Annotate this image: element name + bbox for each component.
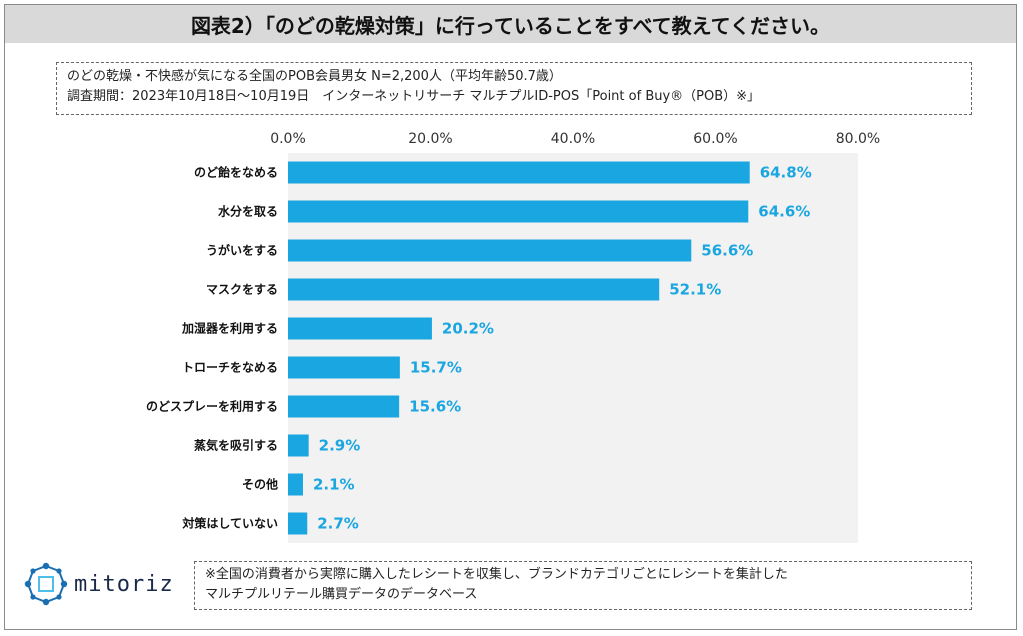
footnote-box: ※全国の消費者から実際に購入したレシートを収集し、ブランドカテゴリごとにレシート… <box>194 561 972 610</box>
data-label: 15.6% <box>409 398 461 416</box>
bar <box>288 161 750 184</box>
data-label: 64.8% <box>760 164 812 182</box>
figure-title: 図表2）「のどの乾燥対策」に行っていることをすべて教えてください。 <box>5 5 1016 43</box>
data-label: 2.9% <box>319 437 361 455</box>
footnote-line-1: ※全国の消費者から実際に購入したレシートを収集し、ブランドカテゴリごとにレシート… <box>205 567 788 582</box>
bar-chart: 0.0% 20.0% 40.0% 60.0% 80.0% のど飴をなめる 64.8% 水分を取… <box>146 131 880 543</box>
x-tick-label: 20.0% <box>408 131 452 147</box>
category-label: マスクをする <box>206 283 278 297</box>
footnote-line-2: マルチプルリテール購買データのデータベース <box>205 587 478 602</box>
category-label: 水分を取る <box>218 204 278 219</box>
data-label: 20.2% <box>442 320 494 338</box>
bar <box>288 278 660 301</box>
category-label: トローチをなめる <box>182 361 278 375</box>
data-label: 64.6% <box>758 203 810 221</box>
x-tick-label: 60.0% <box>693 131 737 147</box>
figure-frame <box>4 4 1017 630</box>
brand-logo: mitoriz <box>24 562 174 606</box>
survey-note-line-2: 調査期間：2023年10月18日～10月19日 インターネットリサーチ マルチプ… <box>67 89 761 104</box>
logo-text: mitoriz <box>74 571 174 597</box>
x-tick-label: 80.0% <box>836 131 880 147</box>
mitoriz-logo-icon <box>24 562 68 606</box>
data-label: 56.6% <box>701 242 753 260</box>
bar <box>288 473 303 496</box>
x-tick-label: 0.0% <box>270 131 306 147</box>
category-label: のどスプレーを利用する <box>146 399 278 414</box>
survey-note-box: のどの乾燥・不快感が気になる全国のPOB会員男女 N=2,200人（平均年齢50… <box>56 62 972 115</box>
bar <box>288 200 749 223</box>
bar <box>288 317 432 340</box>
data-label: 15.7% <box>410 359 462 377</box>
category-label: その他 <box>242 477 278 492</box>
data-label: 52.1% <box>669 281 721 299</box>
survey-note-line-1: のどの乾燥・不快感が気になる全国のPOB会員男女 N=2,200人（平均年齢50… <box>67 69 562 84</box>
category-label: うがいをする <box>206 243 278 258</box>
category-label: 蒸気を吸引する <box>194 438 278 453</box>
bar <box>288 434 309 457</box>
data-label: 2.1% <box>313 476 355 494</box>
category-label: 加湿器を利用する <box>181 321 278 336</box>
bar <box>288 356 400 379</box>
category-label: 対策はしていない <box>181 516 278 531</box>
data-label: 2.7% <box>317 515 359 533</box>
category-label: のど飴をなめる <box>194 165 278 180</box>
bar <box>288 395 400 418</box>
x-tick-label: 40.0% <box>551 131 595 147</box>
bar <box>288 239 692 262</box>
bar <box>288 512 308 535</box>
